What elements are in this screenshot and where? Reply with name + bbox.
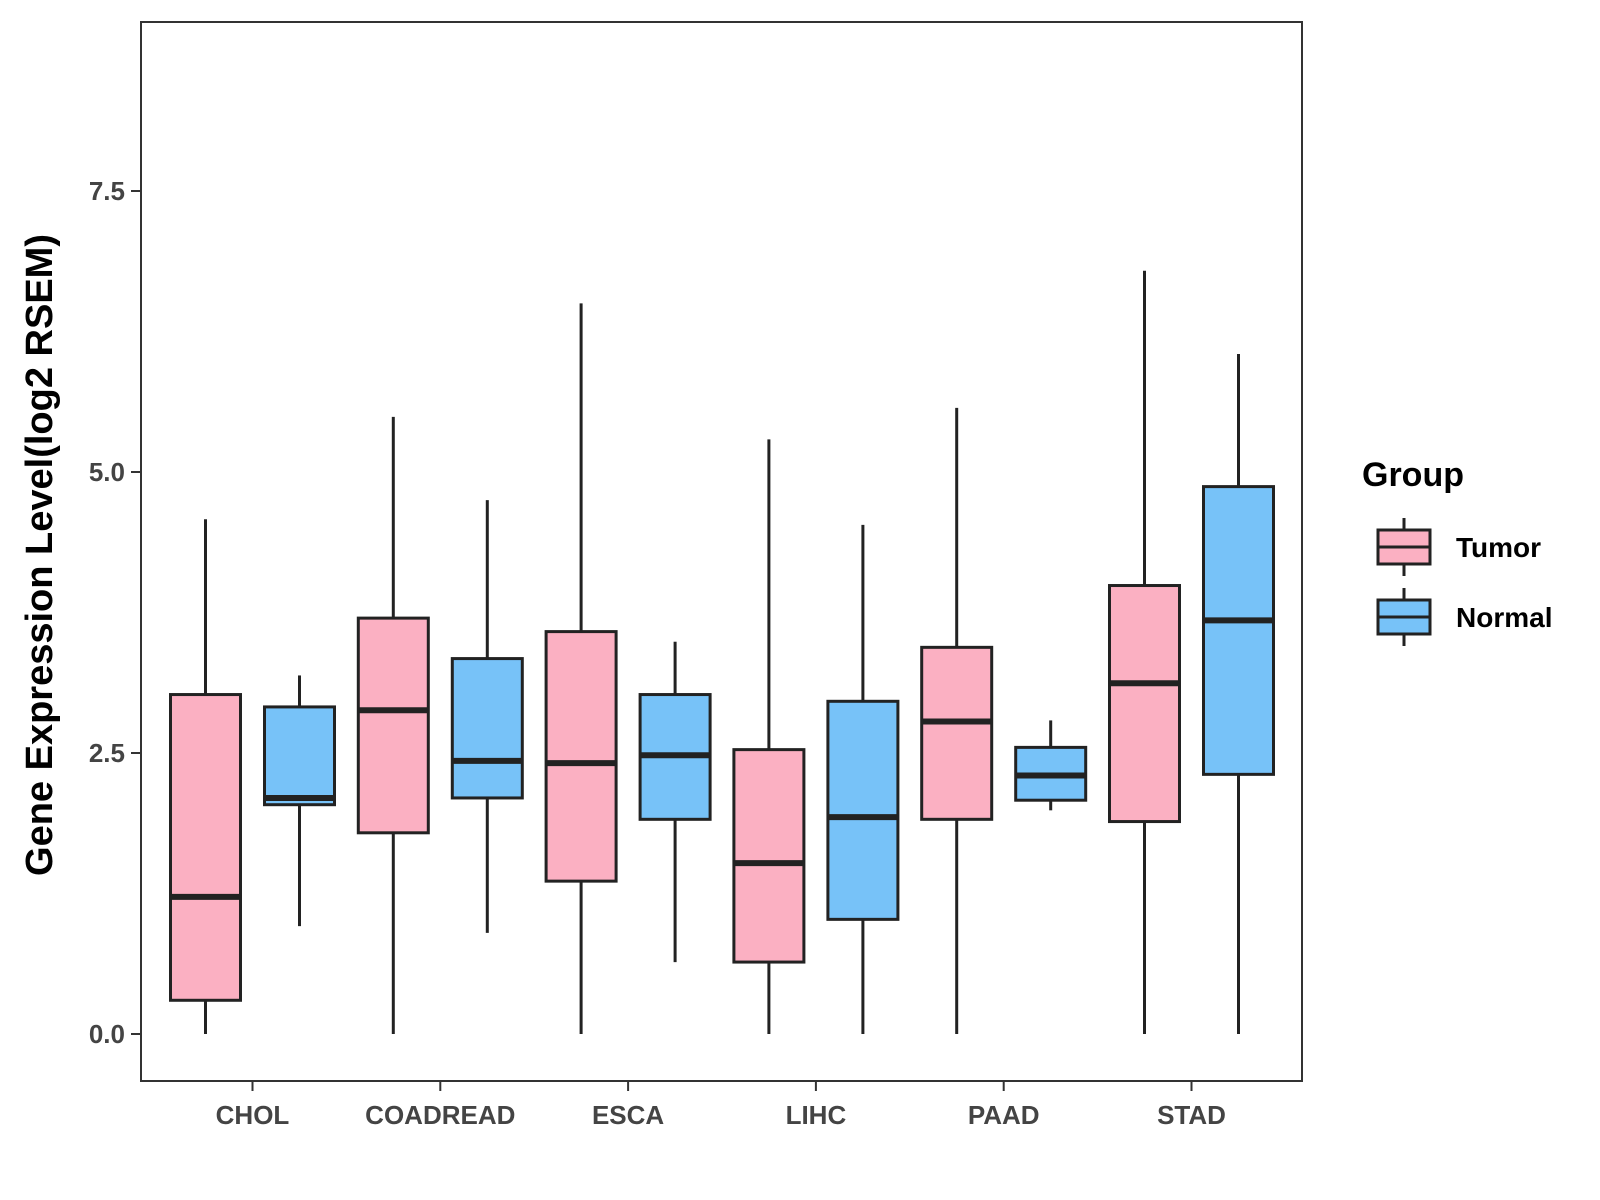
y-tick-label: 2.5: [89, 738, 125, 768]
box-chol-tumor: [169, 693, 242, 1002]
legend: Group Tumor Normal: [1362, 456, 1552, 646]
box-coadread-normal: [450, 657, 524, 800]
box-lihc-tumor: [732, 748, 806, 964]
x-tick-label-lihc: LIHC: [786, 1100, 847, 1130]
box-paad-tumor: [920, 645, 994, 821]
box-stad-tumor: [1108, 584, 1181, 824]
x-tick-label-paad: PAAD: [968, 1100, 1040, 1130]
x-tick-label-stad: STAD: [1157, 1100, 1226, 1130]
box-lihc-normal: [826, 699, 900, 921]
x-tick-label-coadread: COADREAD: [365, 1100, 515, 1130]
plot-area: [140, 21, 1303, 1082]
x-tick-label-chol: CHOL: [216, 1100, 290, 1130]
legend-label-normal: Normal: [1456, 602, 1552, 633]
y-tick-label: 5.0: [89, 457, 125, 487]
legend-label-tumor: Tumor: [1456, 532, 1541, 563]
box-chol-normal: [263, 705, 336, 807]
y-tick-label: 0.0: [89, 1019, 125, 1049]
box-esca-tumor: [544, 630, 618, 883]
y-axis-title: Gene Expression Level(log2 RSEM): [19, 234, 61, 876]
box-stad-normal: [1202, 485, 1275, 776]
x-tick-label-esca: ESCA: [592, 1100, 664, 1130]
y-tick-label: 7.5: [89, 176, 125, 206]
legend-title: Group: [1362, 456, 1464, 494]
panel-border: [140, 21, 1303, 1082]
axes: 0.0 2.5 5.0 7.5 CHOL COADREAD ESCA LIHC PAAD STAD: [89, 176, 1226, 1130]
box-coadread-tumor: [356, 616, 430, 835]
